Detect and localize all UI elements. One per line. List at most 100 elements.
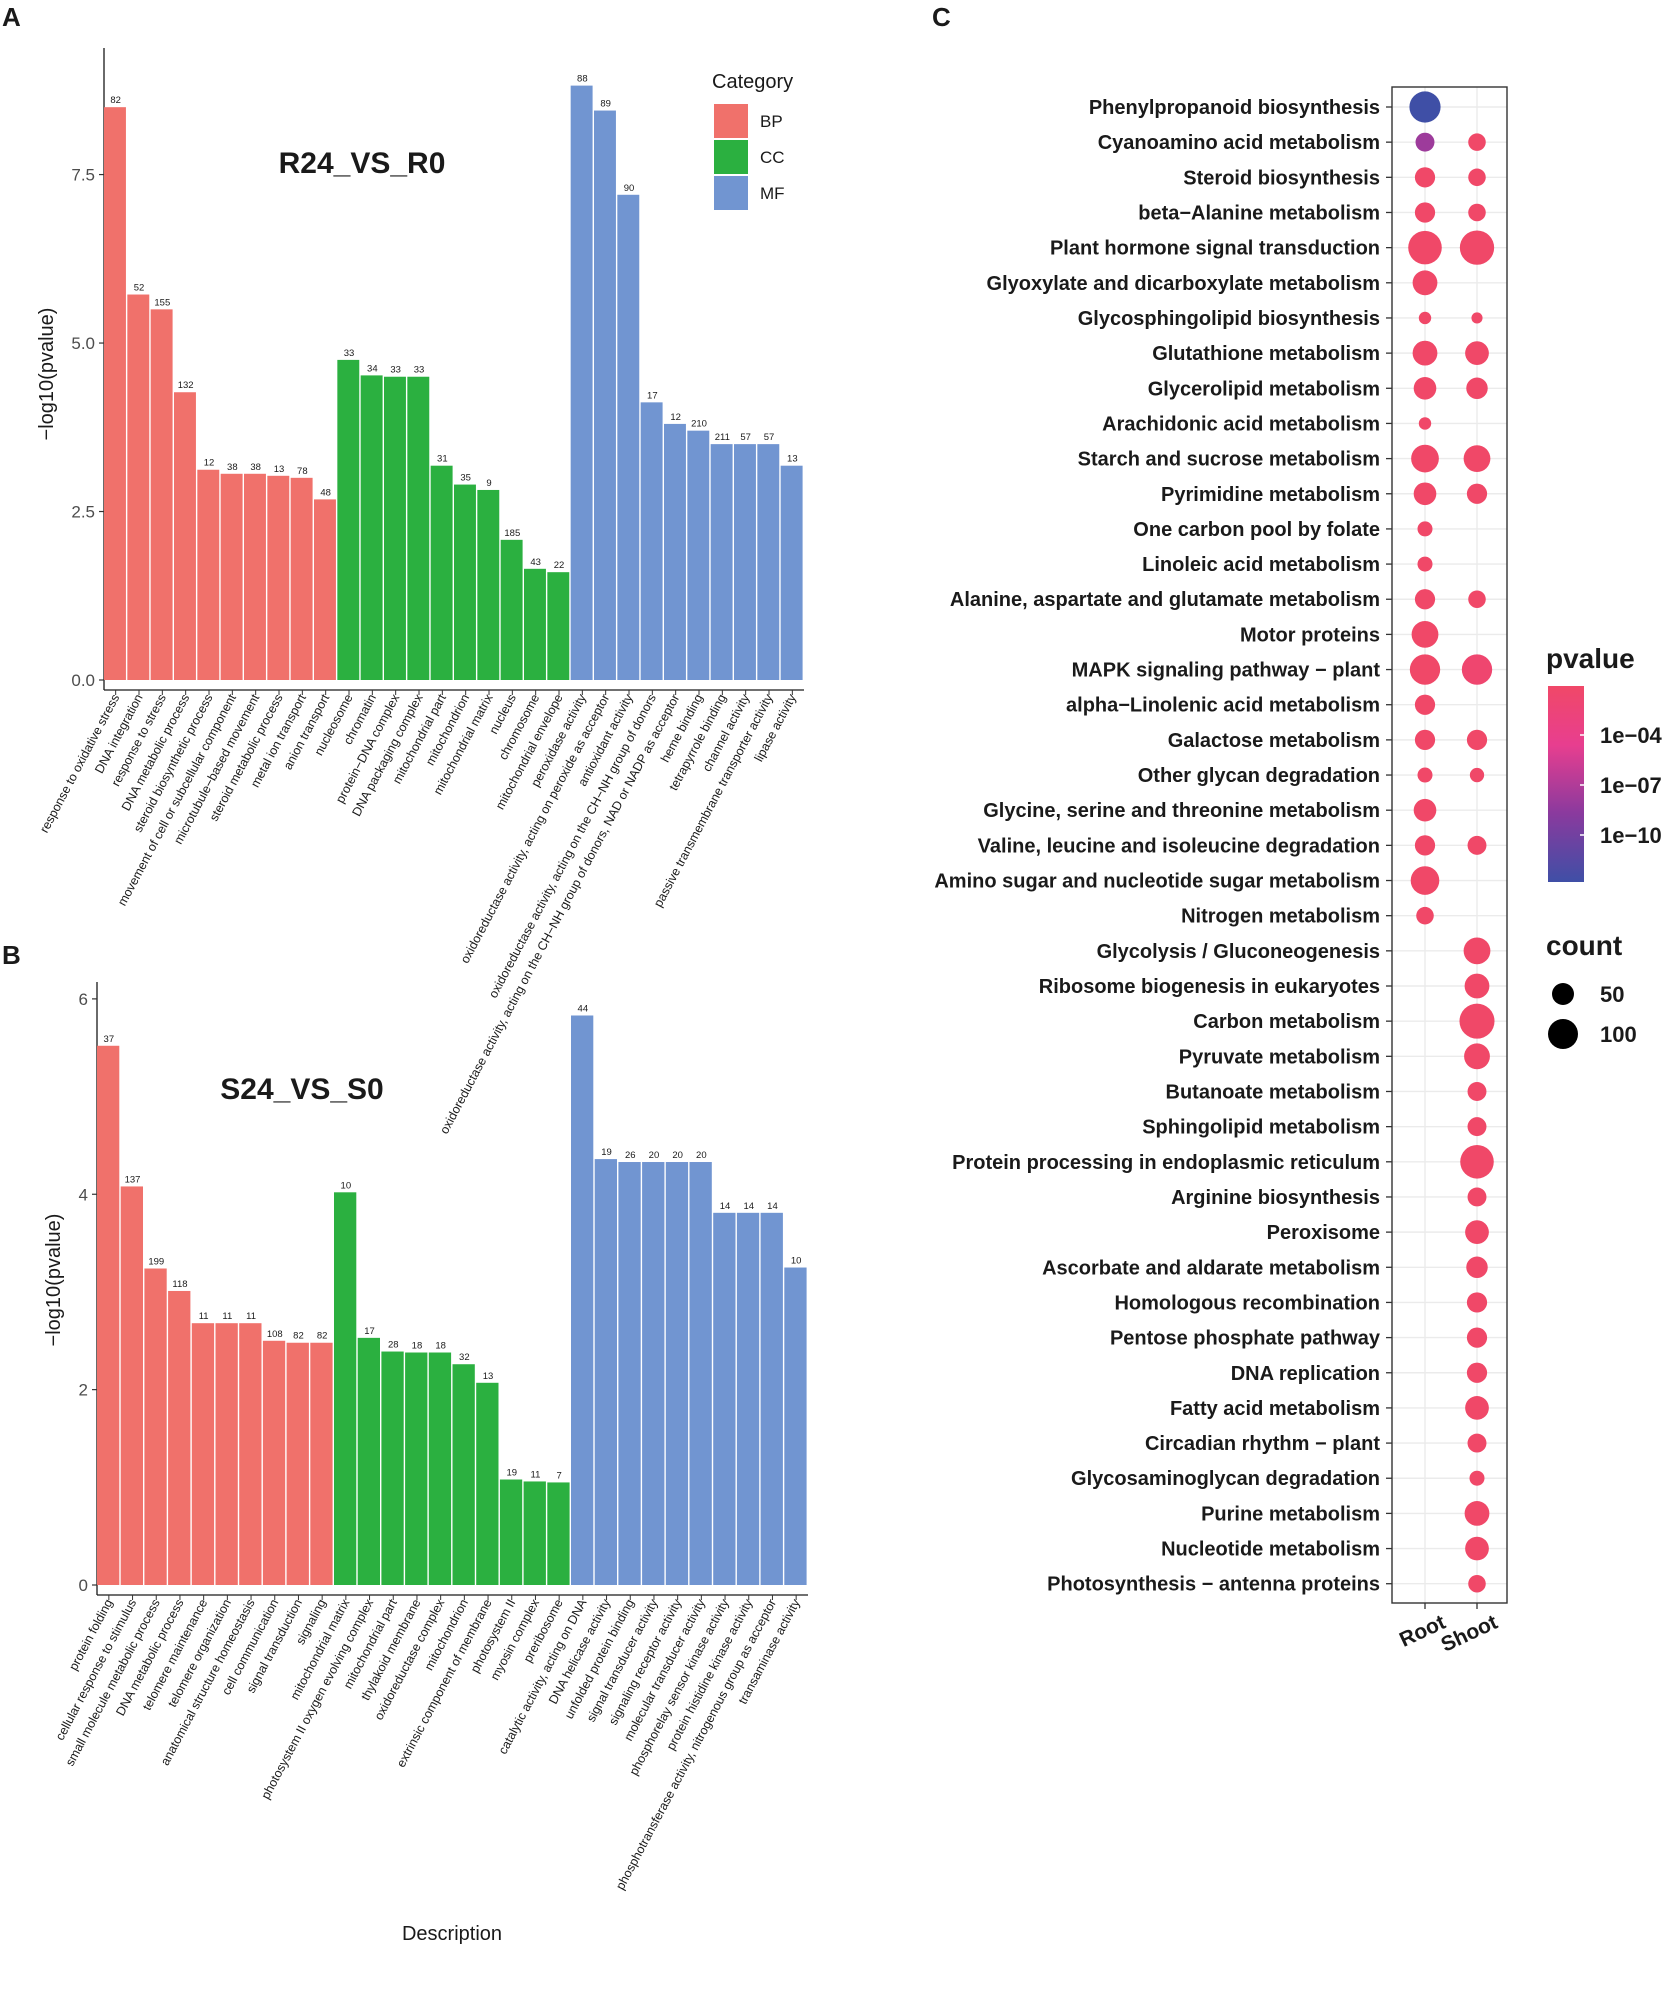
chart-b-count-label: 14 (743, 1201, 754, 1212)
chart-a-count-label: 82 (110, 95, 121, 106)
chart-b-bar-thylakoid-membrane (405, 1352, 428, 1585)
chart-b-count-label: 32 (459, 1352, 470, 1363)
dot-shoot-arginine-biosynthesis (1467, 1187, 1487, 1207)
chart-b-count-label: 11 (531, 1469, 541, 1480)
dot-shoot-peroxisome (1465, 1220, 1489, 1244)
pathway-label-one-carbon-pool-by-folate: One carbon pool by folate (1133, 519, 1380, 541)
chart-a-count-label: 38 (250, 462, 261, 473)
chart-b-count-label: 20 (649, 1150, 660, 1161)
dot-shoot-alanine-aspartate-and-glutamate-metabolism (1468, 590, 1486, 609)
dot-shoot-homologous-recombination (1466, 1292, 1488, 1313)
pathway-label-glycerolipid-metabolism: Glycerolipid metabolism (1148, 378, 1380, 400)
dot-shoot-steroid-biosynthesis (1468, 168, 1486, 187)
chart-b-count-label: 26 (625, 1150, 636, 1161)
dot-root-glycosphingolipid-biosynthesis (1418, 311, 1432, 325)
pathway-label-glycosaminoglycan-degradation: Glycosaminoglycan degradation (1071, 1468, 1380, 1490)
chart-b-count-label: 44 (578, 1003, 589, 1014)
chart-b-count-label: 14 (767, 1201, 778, 1212)
chart-a-bar-nucleosome (337, 359, 360, 680)
dot-root-other-glycan-degradation (1417, 767, 1433, 783)
category-legend: Category BP CC MF (712, 71, 793, 210)
dot-root-steroid-biosynthesis (1414, 167, 1436, 188)
chart-a-bar-anion-transport (314, 499, 336, 680)
dot-shoot-carbon-metabolism (1459, 1003, 1495, 1039)
chart-a-count-label: 9 (486, 478, 491, 489)
chart-b-count-label: 17 (364, 1326, 375, 1337)
chart-b-bar-mitochondrial-part (381, 1351, 404, 1585)
panel-letter-c: C (932, 2, 951, 32)
chart-b-count-label: 199 (148, 1256, 164, 1267)
chart-b-count-label: 10 (791, 1256, 802, 1267)
pathway-label-pentose-phosphate-pathway: Pentose phosphate pathway (1110, 1328, 1381, 1350)
chart-b-count-label: 19 (506, 1467, 517, 1478)
pathway-label-galactose-metabolism: Galactose metabolism (1168, 730, 1380, 752)
chart-a-y-tick-label: 5.0 (71, 334, 95, 353)
chart-b-y-tick-label: 0 (79, 1576, 88, 1595)
chart-b-bar-dna-metabolic-process (168, 1290, 191, 1585)
dot-shoot-other-glycan-degradation (1469, 767, 1485, 783)
pathway-label-valine-leucine-and-isoleucine-degradation: Valine, leucine and isoleucine degradati… (978, 835, 1380, 857)
chart-a-count-label: 78 (297, 466, 308, 477)
pvalue-label-1e-10: 1e−10 (1600, 823, 1662, 848)
chart-b-bar-preribosome (547, 1482, 570, 1585)
chart-a-count-label: 13 (787, 454, 798, 465)
chart-b-count-label: 14 (720, 1201, 731, 1212)
dot-shoot-circadian-rhythm-plant (1467, 1433, 1487, 1453)
chart-b-bar-phosphotransferase-activity-nitrogenous-group-as-acceptor (760, 1212, 783, 1585)
chart-a-bar-passive-transmembrane-transporter-activity (757, 444, 780, 680)
chart-a-count-label: 155 (154, 297, 170, 308)
pathway-label-glycosphingolipid-biosynthesis: Glycosphingolipid biosynthesis (1078, 308, 1380, 330)
dot-root-mapk-signaling-pathway-plant (1409, 654, 1441, 685)
chart-b-x-axis-title: Description (402, 1923, 502, 1945)
chart-b-count-label: 82 (293, 1331, 304, 1342)
chart-a-bar-dna-metabolic-process (174, 392, 196, 680)
chart-a-count-label: 211 (715, 432, 730, 443)
legend-swatch-cc (714, 140, 748, 174)
dot-shoot-valine-leucine-and-isoleucine-degradation (1467, 835, 1487, 855)
pathway-label-ribosome-biogenesis-in-eukaryotes: Ribosome biogenesis in eukaryotes (1039, 976, 1380, 998)
pathway-label-glycine-serine-and-threonine-metabolism: Glycine, serine and threonine metabolism (983, 800, 1380, 822)
dot-shoot-glycosaminoglycan-degradation (1469, 1470, 1485, 1486)
chart-a-bar-mitochondrial-part (430, 465, 453, 680)
chart-a-bar-peroxidase-activity (570, 85, 593, 680)
chart-a-bar-microtubule-based-movement (244, 473, 266, 680)
count-label-50: 50 (1600, 982, 1624, 1007)
pvalue-label-1e-04: 1e−04 (1600, 723, 1663, 748)
chart-b-count-label: 108 (267, 1329, 283, 1340)
pathway-label-nitrogen-metabolism: Nitrogen metabolism (1181, 906, 1380, 928)
chart-b-bar-transaminase-activity (784, 1267, 807, 1585)
chart-a-count-label: 52 (134, 283, 145, 294)
pathway-label-dna-replication: DNA replication (1231, 1363, 1380, 1385)
dot-root-phenylpropanoid-biosynthesis (1409, 91, 1441, 123)
chart-b-count-label: 18 (412, 1341, 423, 1352)
chart-a-count-label: 185 (504, 528, 520, 539)
chart-a-y-tick-label: 0.0 (71, 671, 95, 690)
chart-a-count-label: 35 (460, 473, 471, 484)
dot-shoot-starch-and-sucrose-metabolism (1463, 445, 1491, 472)
chart-a-bar-heme-binding (687, 430, 710, 680)
pathway-label-circadian-rhythm-plant: Circadian rhythm − plant (1145, 1433, 1380, 1455)
pathway-label-linoleic-acid-metabolism: Linoleic acid metabolism (1142, 554, 1380, 576)
chart-a-count-label: 13 (274, 464, 285, 475)
chart-a-bar-movement-of-cell-or-subcellular-component (220, 473, 243, 680)
pathway-label-alanine-aspartate-and-glutamate-metabolism: Alanine, aspartate and glutamate metabol… (950, 589, 1380, 611)
chart-b-count-label: 28 (388, 1340, 399, 1351)
chart-b-count-label: 20 (672, 1150, 683, 1161)
dot-root-beta-alanine-metabolism (1414, 202, 1436, 223)
chart-a-bar-chromatin (360, 375, 383, 680)
dot-shoot-pentose-phosphate-pathway (1466, 1327, 1488, 1348)
pathway-label-nucleotide-metabolism: Nucleotide metabolism (1161, 1539, 1380, 1561)
pathway-label-phenylpropanoid-biosynthesis: Phenylpropanoid biosynthesis (1089, 97, 1380, 119)
chart-a-count-label: 48 (320, 487, 331, 498)
chart-a-count-label: 90 (624, 183, 635, 194)
pvalue-label-1e-07: 1e−07 (1600, 773, 1662, 798)
pathway-label-mapk-signaling-pathway-plant: MAPK signaling pathway − plant (1072, 660, 1381, 682)
dot-shoot-glutathione-metabolism (1465, 341, 1489, 365)
chart-b-bar-signaling-receptor-activity (665, 1162, 689, 1585)
chart-a-bar-tetrapyrrole-binding (710, 444, 733, 680)
chart-a-bar-lipase-activity (780, 465, 803, 680)
chart-a-count-label: 33 (414, 365, 425, 376)
chart-b-bar-cell-communication (262, 1340, 286, 1585)
chart-b-bar-telomere-maintenance (191, 1323, 215, 1585)
